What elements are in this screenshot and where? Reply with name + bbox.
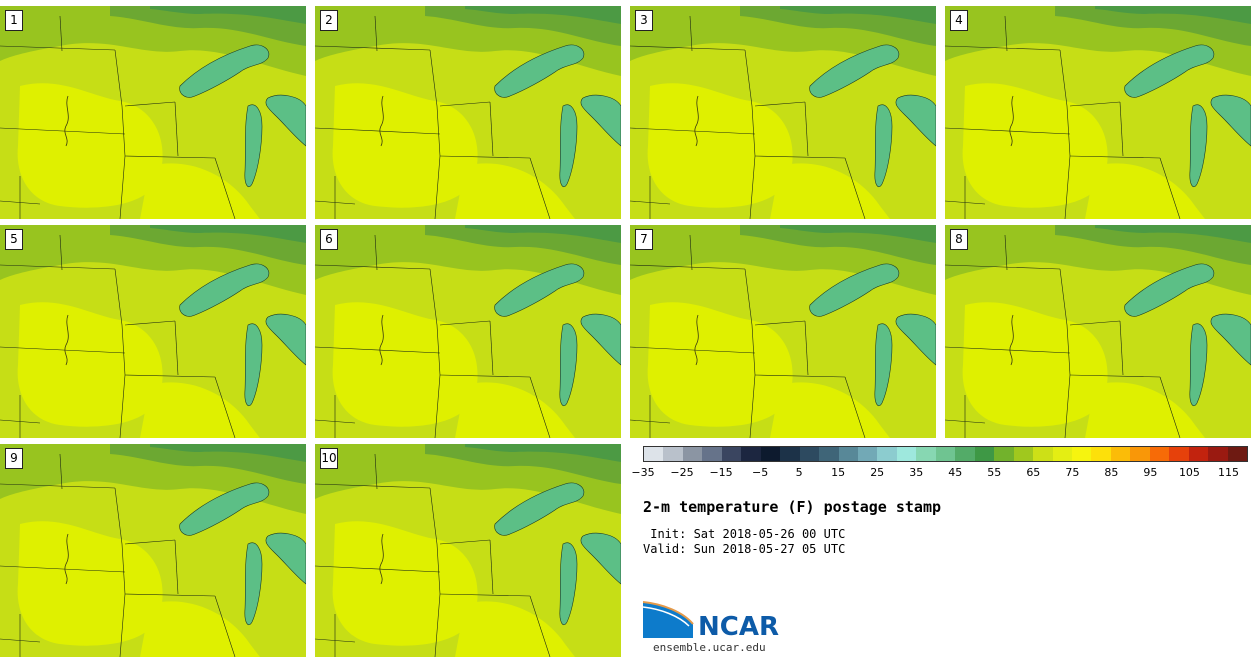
temperature-map [0,444,306,657]
colorbar-tick-label: 55 [987,466,1002,479]
colorbar-tick-label: 105 [1178,466,1200,479]
temperature-map [630,225,936,438]
temperature-map [630,6,936,219]
colorbar-tick-label: −15 [709,466,733,479]
chart-title: 2-m temperature (F) postage stamp [643,498,942,516]
colorbar-cell [916,447,936,461]
member-label: 3 [635,10,653,31]
member-label: 8 [950,229,968,250]
ensemble-member-panel: 8 [945,225,1251,438]
colorbar-tick-label: 45 [948,466,963,479]
member-label: 2 [320,10,338,31]
ncar-logo-icon [643,601,694,638]
colorbar-tick-label: 15 [831,466,846,479]
ensemble-member-panel: 9 [0,444,306,657]
colorbar-cell [1091,447,1111,461]
colorbar-cell [1052,447,1072,461]
colorbar-cell [1149,447,1170,461]
colorbar-tick-label: 75 [1065,466,1080,479]
member-label: 9 [5,448,23,469]
ensemble-member-panel: 10 [315,444,621,657]
colorbar-cell [935,447,956,461]
colorbar-cell [1208,447,1228,461]
temperature-map [0,6,306,219]
colorbar-tick-label: −25 [670,466,694,479]
colorbar-tick-label: 5 [795,466,803,479]
colorbar-cell [1013,447,1034,461]
colorbar-cell [857,447,878,461]
member-label: 6 [320,229,338,250]
colorbar-cell [955,447,975,461]
ensemble-member-panel: 5 [0,225,306,438]
colorbar-cell [1130,447,1150,461]
ensemble-member-panel: 3 [630,6,936,219]
colorbar-tick-label: −35 [631,466,655,479]
temperature-map [315,225,621,438]
colorbar-tick-label: 25 [870,466,885,479]
member-label: 4 [950,10,968,31]
colorbar-cell [1227,447,1248,461]
colorbar-cell [994,447,1014,461]
temperature-map [315,6,621,219]
init-time: Init: Sat 2018-05-26 00 UTC [643,527,846,541]
colorbar-cell [1071,447,1092,461]
temperature-map [315,444,621,657]
ensemble-member-panel: 6 [315,225,621,438]
ensemble-member-panel: 7 [630,225,936,438]
temperature-map [945,6,1251,219]
colorbar-cell [838,447,858,461]
colorbar-tick-label: 115 [1217,466,1239,479]
colorbar-tick-label: −5 [751,466,769,479]
site-url[interactable]: ensemble.ucar.edu [653,641,766,654]
temperature-map [0,225,306,438]
valid-time: Valid: Sun 2018-05-27 05 UTC [643,542,846,556]
logo-wordmark: NCAR [698,612,779,642]
colorbar-cell [702,447,722,461]
temperature-map [945,225,1251,438]
temperature-colorbar [643,446,1248,462]
colorbar-tick-label: 95 [1143,466,1158,479]
member-label: 1 [5,10,23,31]
colorbar-cell [1033,447,1053,461]
ensemble-member-panel: 4 [945,6,1251,219]
colorbar-ticks: −35 −25 −15 −5 5 15 25 35 45 55 65 75 85 95 105 115 [631,466,1248,482]
colorbar-tick-label: 35 [909,466,924,479]
ensemble-member-panel: 2 [315,6,621,219]
member-label: 5 [5,229,23,250]
colorbar-tick-label: 65 [1026,466,1041,479]
colorbar-tick-label: 85 [1104,466,1119,479]
colorbar-cell [799,447,820,461]
colorbar-cell [896,447,917,461]
colorbar-cell [663,447,683,461]
member-label: 10 [320,448,338,469]
member-label: 7 [635,229,653,250]
colorbar-cell [741,447,761,461]
colorbar-cell [877,447,897,461]
colorbar-cell [682,447,703,461]
ensemble-member-panel: 1 [0,6,306,219]
colorbar-cell [780,447,800,461]
colorbar-cell [644,447,664,461]
colorbar-cell [760,447,781,461]
colorbar-cell [819,447,839,461]
colorbar-cell [721,447,742,461]
colorbar-cell [1188,447,1209,461]
colorbar-cell [974,447,995,461]
colorbar-cell [1169,447,1189,461]
colorbar-cell [1110,447,1131,461]
